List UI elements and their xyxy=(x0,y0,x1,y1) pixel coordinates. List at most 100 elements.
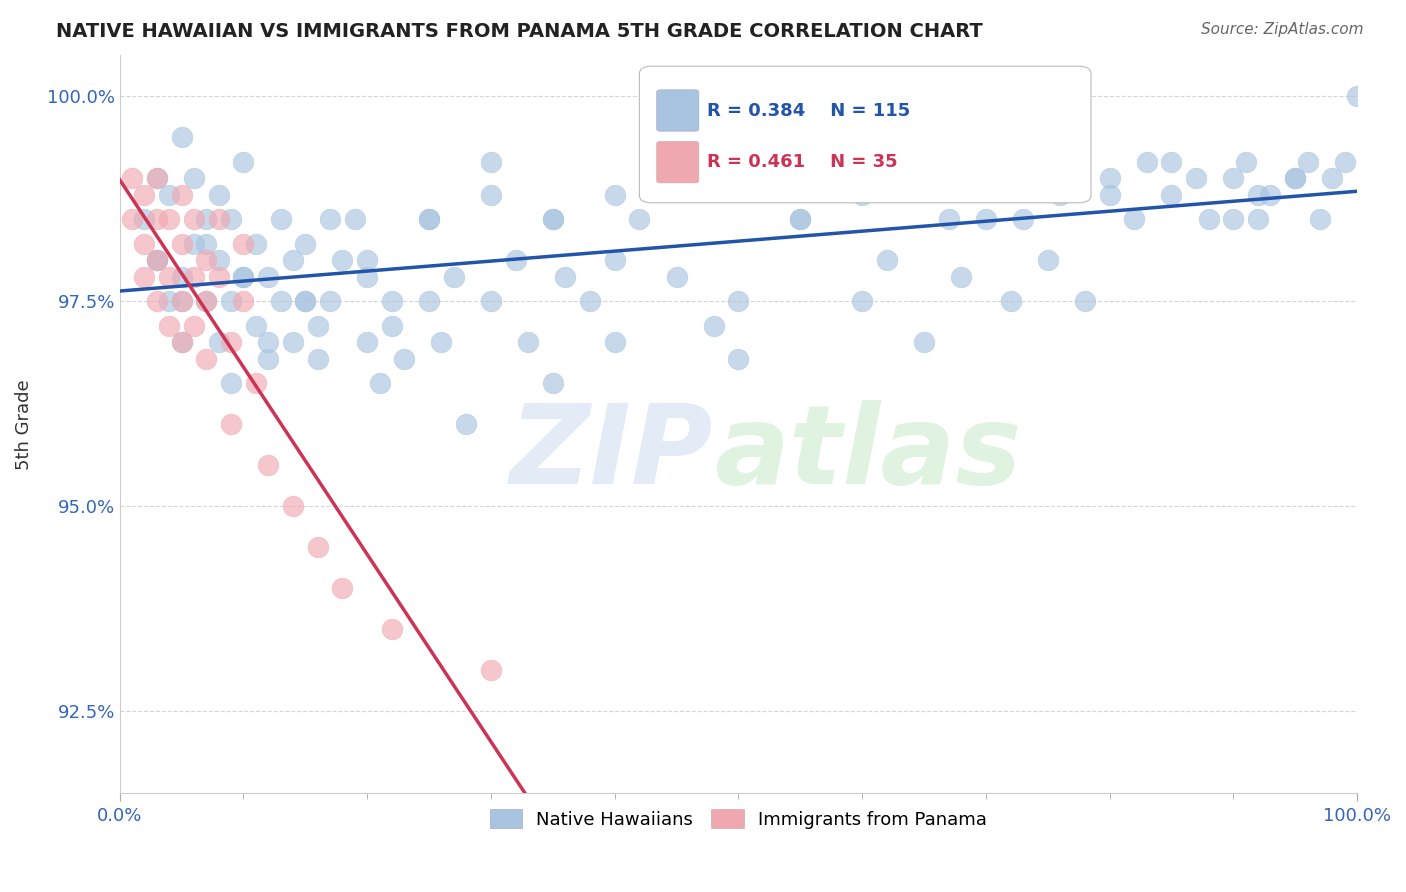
Point xyxy=(257,335,280,350)
Point xyxy=(121,212,143,227)
Point xyxy=(183,171,205,186)
Point xyxy=(146,171,169,186)
Point xyxy=(232,294,254,309)
Text: R = 0.461    N = 35: R = 0.461 N = 35 xyxy=(707,153,898,171)
Point xyxy=(479,294,502,309)
Point xyxy=(1346,89,1368,103)
Point xyxy=(554,269,576,284)
Point xyxy=(1160,154,1182,169)
Text: atlas: atlas xyxy=(714,401,1021,508)
Point xyxy=(851,294,873,309)
Text: NATIVE HAWAIIAN VS IMMIGRANTS FROM PANAMA 5TH GRADE CORRELATION CHART: NATIVE HAWAIIAN VS IMMIGRANTS FROM PANAM… xyxy=(56,22,983,41)
Point xyxy=(219,212,242,227)
Point xyxy=(938,212,960,227)
Point xyxy=(1222,171,1244,186)
Point xyxy=(332,582,354,596)
Point xyxy=(257,458,280,473)
Point xyxy=(183,236,205,251)
Point xyxy=(157,269,180,284)
Point xyxy=(270,212,292,227)
Text: Source: ZipAtlas.com: Source: ZipAtlas.com xyxy=(1201,22,1364,37)
Point xyxy=(170,335,193,350)
Text: R = 0.384    N = 115: R = 0.384 N = 115 xyxy=(707,102,911,120)
Point xyxy=(479,663,502,677)
Point xyxy=(146,212,169,227)
Point xyxy=(170,269,193,284)
Point xyxy=(1000,294,1022,309)
Point xyxy=(1296,154,1319,169)
FancyBboxPatch shape xyxy=(640,66,1091,202)
Point xyxy=(950,269,973,284)
Point xyxy=(1260,187,1282,202)
Point xyxy=(381,622,404,636)
Point xyxy=(912,171,935,186)
Point xyxy=(208,187,231,202)
Point xyxy=(134,212,156,227)
Point xyxy=(517,335,540,350)
Point xyxy=(121,171,143,186)
Point xyxy=(381,318,404,333)
Point xyxy=(1333,154,1355,169)
Point xyxy=(294,294,316,309)
Point xyxy=(418,212,440,227)
Point xyxy=(195,351,218,366)
Point xyxy=(146,253,169,268)
Point xyxy=(195,294,218,309)
Point xyxy=(1284,171,1306,186)
Point xyxy=(1098,171,1121,186)
Point xyxy=(381,294,404,309)
Point xyxy=(628,212,651,227)
Point xyxy=(319,294,342,309)
Point xyxy=(146,294,169,309)
Point xyxy=(356,253,378,268)
Point xyxy=(208,253,231,268)
Point xyxy=(195,236,218,251)
Point xyxy=(332,253,354,268)
FancyBboxPatch shape xyxy=(657,142,699,183)
Point xyxy=(1123,212,1146,227)
Point xyxy=(307,318,329,333)
Point xyxy=(170,130,193,145)
Point xyxy=(727,154,749,169)
Point xyxy=(183,269,205,284)
Point xyxy=(368,376,391,391)
Point xyxy=(1322,171,1344,186)
Point xyxy=(603,187,626,202)
Point xyxy=(245,376,267,391)
Legend: Native Hawaiians, Immigrants from Panama: Native Hawaiians, Immigrants from Panama xyxy=(482,802,994,836)
Y-axis label: 5th Grade: 5th Grade xyxy=(15,379,32,469)
Point xyxy=(232,236,254,251)
Point xyxy=(232,269,254,284)
Point xyxy=(876,253,898,268)
Point xyxy=(1284,171,1306,186)
Point xyxy=(541,212,564,227)
Point xyxy=(294,294,316,309)
Point xyxy=(146,253,169,268)
Point xyxy=(789,212,811,227)
Point xyxy=(183,318,205,333)
Point xyxy=(1012,212,1035,227)
Point xyxy=(665,171,688,186)
Point xyxy=(912,335,935,350)
Point xyxy=(281,253,304,268)
Point xyxy=(170,236,193,251)
Point xyxy=(851,187,873,202)
Point xyxy=(170,335,193,350)
Point xyxy=(356,335,378,350)
Point xyxy=(134,269,156,284)
Point xyxy=(343,212,366,227)
Point xyxy=(232,154,254,169)
Point xyxy=(146,171,169,186)
Point xyxy=(541,376,564,391)
Point xyxy=(356,269,378,284)
FancyBboxPatch shape xyxy=(657,90,699,131)
Point xyxy=(219,294,242,309)
Point xyxy=(219,335,242,350)
Point xyxy=(394,351,416,366)
Point xyxy=(1247,212,1270,227)
Point xyxy=(195,212,218,227)
Point xyxy=(430,335,453,350)
Point xyxy=(195,253,218,268)
Point xyxy=(170,294,193,309)
Point xyxy=(665,269,688,284)
